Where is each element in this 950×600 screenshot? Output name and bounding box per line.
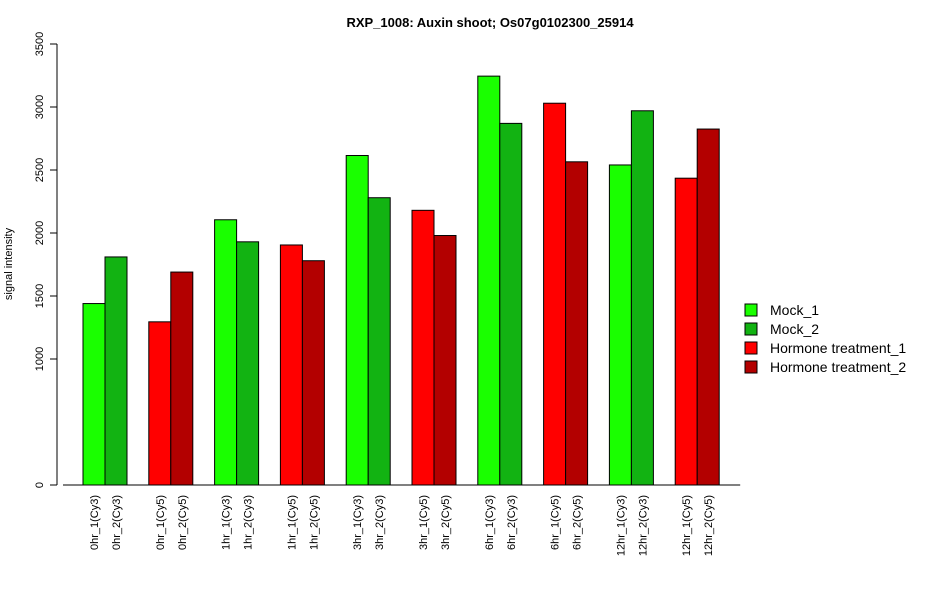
x-tick-label: 6hr_1(Cy3): [484, 495, 496, 550]
legend-entry-2: Mock_2: [770, 321, 819, 337]
legend-swatch-4: [744, 360, 758, 374]
bar-6hr_2(Cy3): [499, 122, 523, 486]
x-tick-label: 0hr_2(Cy3): [111, 495, 123, 550]
bar-6hr_1(Cy5): [543, 102, 567, 486]
bar-12hr_2(Cy3): [630, 110, 654, 486]
bar-3hr_2(Cy3): [367, 197, 391, 486]
x-tick-label: 0hr_2(Cy5): [177, 495, 189, 550]
legend-entry-1: Mock_1: [770, 302, 819, 318]
y-tick-label: 2000: [34, 221, 46, 245]
bar-6hr_2(Cy5): [565, 161, 589, 486]
legend-entry-3: Hormone treatment_1: [770, 340, 906, 356]
y-tick-label: 3500: [34, 32, 46, 56]
y-tick-label: 0: [34, 482, 46, 488]
bar-6hr_1(Cy3): [477, 75, 501, 486]
x-tick-label: 3hr_1(Cy3): [352, 495, 364, 550]
y-tick-label: 1000: [34, 347, 46, 371]
legend-entry-4: Hormone treatment_2: [770, 359, 906, 375]
x-tick-label: 12hr_2(Cy3): [637, 495, 649, 556]
bar-1hr_2(Cy5): [301, 260, 325, 486]
x-tick-label: 6hr_2(Cy5): [572, 495, 584, 550]
x-tick-label: 3hr_2(Cy5): [440, 495, 452, 550]
bar-12hr_1(Cy5): [674, 177, 698, 486]
bar-3hr_2(Cy5): [433, 235, 457, 486]
x-tick-label: 1hr_1(Cy3): [221, 495, 233, 550]
legend-swatch-1: [744, 303, 758, 317]
legend-swatch-2: [744, 322, 758, 336]
bar-12hr_2(Cy5): [696, 128, 720, 486]
x-labels-layer: 0hr_1(Cy3) 0hr_2(Cy3) 0hr_1(Cy5) 0hr_2(Cy5)…: [89, 495, 715, 556]
bar-3hr_1(Cy3): [345, 155, 369, 486]
legend-swatch-3: [744, 341, 758, 355]
y-axis-label: signal intensity: [3, 227, 15, 300]
bars-layer: [82, 75, 720, 486]
bar-0hr_1(Cy5): [148, 321, 172, 486]
x-tick-label: 3hr_1(Cy5): [418, 495, 430, 550]
y-tick-label: 2500: [34, 158, 46, 182]
bar-0hr_1(Cy3): [82, 303, 106, 486]
x-tick-label: 0hr_1(Cy3): [89, 495, 101, 550]
axes-layer: 0 1000 1500 2000 2500 3000 3500: [34, 32, 741, 488]
bar-12hr_1(Cy3): [608, 164, 632, 486]
y-tick-label: 1500: [34, 284, 46, 308]
x-tick-label: 1hr_2(Cy3): [243, 495, 255, 550]
x-tick-label: 3hr_2(Cy3): [374, 495, 386, 550]
bar-3hr_1(Cy5): [411, 209, 435, 486]
x-tick-label: 12hr_1(Cy3): [615, 495, 627, 556]
bar-1hr_1(Cy5): [279, 244, 303, 486]
x-tick-label: 1hr_1(Cy5): [286, 495, 298, 550]
x-tick-label: 0hr_1(Cy5): [155, 495, 167, 550]
bar-0hr_2(Cy3): [104, 256, 128, 486]
x-tick-label: 6hr_1(Cy5): [550, 495, 562, 550]
legend: Mock_1 Mock_2 Hormone treatment_1 Hormone t…: [744, 302, 906, 375]
y-tick-label: 3000: [34, 95, 46, 119]
x-tick-label: 6hr_2(Cy3): [506, 495, 518, 550]
bar-0hr_2(Cy5): [170, 271, 194, 486]
x-tick-label: 12hr_1(Cy5): [681, 495, 693, 556]
x-tick-label: 1hr_2(Cy5): [308, 495, 320, 550]
bar-1hr_2(Cy3): [236, 241, 260, 486]
chart-title: RXP_1008: Auxin shoot; Os07g0102300_2591…: [346, 15, 634, 30]
bar-1hr_1(Cy3): [214, 219, 238, 486]
x-tick-label: 12hr_2(Cy5): [703, 495, 715, 556]
